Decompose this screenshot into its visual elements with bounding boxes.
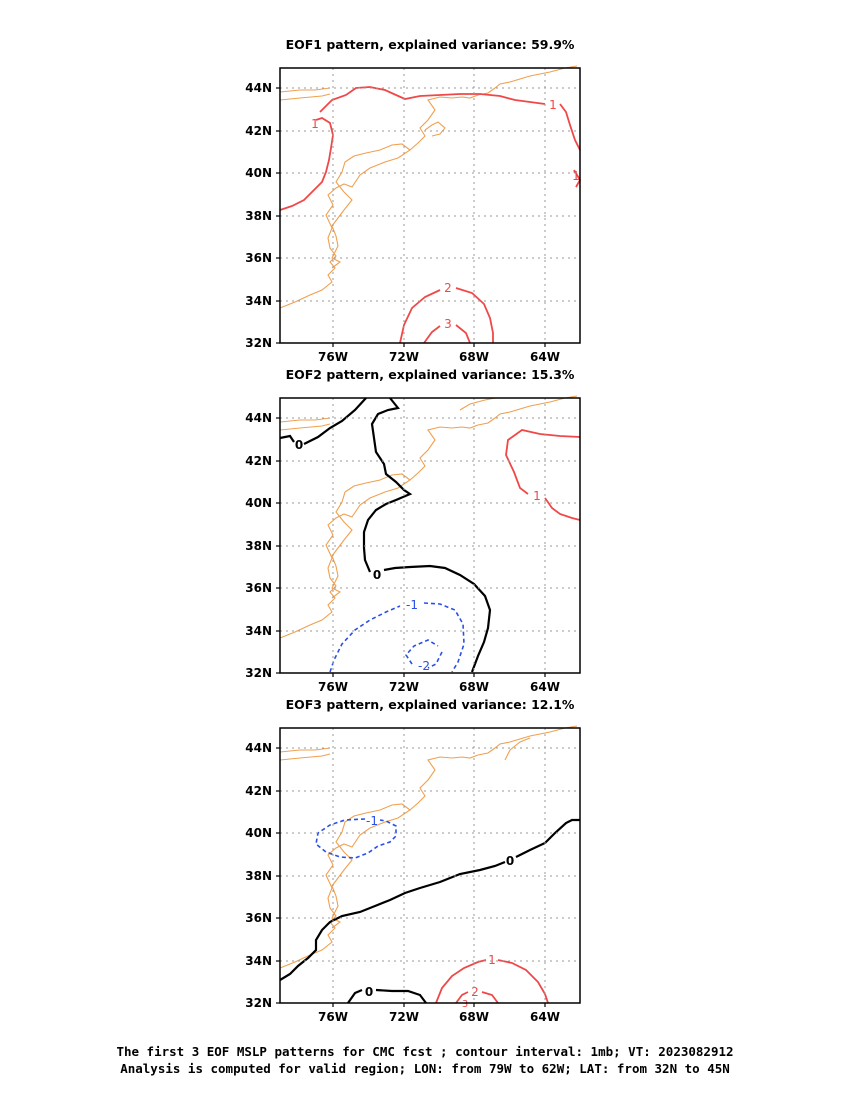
lat-tick-label: 38N xyxy=(245,539,272,553)
tick-marks xyxy=(276,87,546,347)
lon-tick-label: 72W xyxy=(389,350,419,364)
map-frame xyxy=(279,67,581,344)
contour-label: 1 xyxy=(533,489,541,503)
contour-labels: 0 0 1 -1 -2 xyxy=(295,438,541,673)
contour-label: 0 xyxy=(365,985,373,999)
contour-label: 1 xyxy=(572,169,580,183)
eof1-map: 1 1 1 2 3 44N 42N 40N 38N 36N xyxy=(245,65,582,364)
map-frame xyxy=(279,727,581,1004)
gridlines xyxy=(280,398,580,673)
panel-title: EOF1 pattern, explained variance: 59.9% xyxy=(285,37,575,52)
contour-label: 3 xyxy=(444,317,452,331)
lat-tick-label: 36N xyxy=(245,911,272,925)
coastline xyxy=(279,395,578,639)
lat-labels: 44N 42N 40N 38N 36N 34N 32N xyxy=(245,411,272,680)
contour-labels: 1 1 1 2 3 xyxy=(311,98,580,331)
eof3-map: -1 0 0 1 2 3 44N 42N 40N 38N xyxy=(245,725,581,1024)
panel-title: EOF3 pattern, explained variance: 12.1% xyxy=(285,697,575,712)
lon-labels: 76W 72W 68W 64W xyxy=(318,1010,560,1024)
contour-labels: -1 0 0 1 2 3 xyxy=(365,814,514,1010)
contour-label: 0 xyxy=(373,568,381,582)
lat-tick-label: 44N xyxy=(245,411,272,425)
contour-label: -1 xyxy=(366,814,378,828)
panel-title: EOF2 pattern, explained variance: 15.3% xyxy=(285,367,575,382)
caption-line-1: The first 3 EOF MSLP patterns for CMC fc… xyxy=(116,1044,734,1059)
lon-tick-label: 76W xyxy=(318,680,348,694)
contour-label: -2 xyxy=(418,659,430,673)
lat-tick-label: 38N xyxy=(245,209,272,223)
lon-tick-label: 68W xyxy=(459,1010,489,1024)
lat-tick-label: 34N xyxy=(245,954,272,968)
contour-label: 1 xyxy=(488,953,496,967)
lon-tick-label: 76W xyxy=(318,350,348,364)
contour-label: 0 xyxy=(295,438,303,452)
lon-tick-label: 72W xyxy=(389,680,419,694)
contour-label: 2 xyxy=(471,985,479,999)
lat-tick-label: 38N xyxy=(245,869,272,883)
lat-tick-label: 34N xyxy=(245,624,272,638)
lat-tick-label: 36N xyxy=(245,581,272,595)
lon-tick-label: 64W xyxy=(530,350,560,364)
lat-labels: 44N 42N 40N 38N 36N 34N 32N xyxy=(245,81,272,350)
lat-tick-label: 42N xyxy=(245,454,272,468)
lon-tick-label: 64W xyxy=(530,680,560,694)
lat-tick-label: 32N xyxy=(245,996,272,1010)
lat-tick-label: 32N xyxy=(245,336,272,350)
lat-tick-label: 44N xyxy=(245,741,272,755)
lat-tick-label: 34N xyxy=(245,294,272,308)
lon-labels: 76W 72W 68W 64W xyxy=(318,350,560,364)
lon-tick-label: 64W xyxy=(530,1010,560,1024)
gridlines xyxy=(280,728,580,1003)
figure-caption: The first 3 EOF MSLP patterns for CMC fc… xyxy=(0,1043,850,1077)
lat-tick-label: 42N xyxy=(245,784,272,798)
eof2-map: 0 0 1 -1 -2 44N 42N 40N 38N 36N xyxy=(245,395,581,694)
lat-tick-label: 32N xyxy=(245,666,272,680)
contour-label: 2 xyxy=(444,281,452,295)
coastline xyxy=(279,725,578,969)
lat-tick-label: 40N xyxy=(245,166,272,180)
coastline xyxy=(279,65,578,309)
contour-label: 0 xyxy=(506,854,514,868)
lat-tick-label: 42N xyxy=(245,124,272,138)
lon-tick-label: 72W xyxy=(389,1010,419,1024)
contours xyxy=(279,397,581,673)
tick-marks xyxy=(276,417,546,677)
lon-tick-label: 68W xyxy=(459,350,489,364)
contour-label: 1 xyxy=(311,117,319,131)
lon-tick-label: 68W xyxy=(459,680,489,694)
contour-label: 3 xyxy=(462,999,468,1010)
map-frame xyxy=(279,397,581,674)
contours xyxy=(279,818,580,1004)
lat-tick-label: 40N xyxy=(245,826,272,840)
tick-marks xyxy=(276,747,546,1007)
contour-label: 1 xyxy=(549,98,557,112)
contour-label: -1 xyxy=(406,598,418,612)
caption-line-2: Analysis is computed for valid region; L… xyxy=(120,1061,730,1076)
lat-tick-label: 40N xyxy=(245,496,272,510)
lon-labels: 76W 72W 68W 64W xyxy=(318,680,560,694)
lon-tick-label: 76W xyxy=(318,1010,348,1024)
gridlines xyxy=(280,68,580,343)
lat-tick-label: 36N xyxy=(245,251,272,265)
lat-labels: 44N 42N 40N 38N 36N 34N 32N xyxy=(245,741,272,1010)
lat-tick-label: 44N xyxy=(245,81,272,95)
